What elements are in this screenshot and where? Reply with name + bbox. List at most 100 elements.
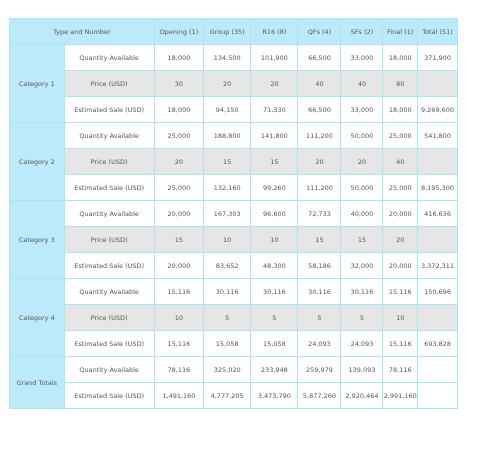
table-cell: 371,900: [417, 44, 458, 71]
table-cell: 15: [340, 226, 384, 253]
table-cell: 20: [203, 70, 252, 97]
row-label-estimated-sale-usd: Estimated Sale (USD): [63, 174, 155, 201]
table-cell: 15,058: [250, 330, 299, 357]
table-cell: 693,828: [417, 330, 458, 357]
table-cell: [417, 226, 458, 253]
table-cell: 132,160: [203, 174, 252, 201]
table-row: Price (USD) 20 15 15 20 20 40: [10, 148, 458, 175]
table-cell: 15: [297, 226, 342, 253]
row-label-price-usd: Price (USD): [63, 226, 155, 253]
table-cell: 50,000: [340, 122, 384, 149]
table-cell: 18,000: [382, 44, 419, 71]
table-cell: 15,058: [203, 330, 252, 357]
table-cell: 40: [297, 70, 342, 97]
table-cell: 30,116: [297, 278, 342, 305]
table-cell: 94,150: [203, 96, 252, 123]
row-label-estimated-sale-usd: Estimated Sale (USD): [63, 382, 155, 409]
table-cell: [417, 304, 458, 331]
row-label-quantity-available: Quantity Available: [63, 356, 155, 383]
table-cell: 66,500: [297, 44, 342, 71]
table-cell: 40: [382, 148, 419, 175]
table-cell: 33,000: [340, 96, 384, 123]
table-row: Estimated Sale (USD) 25,000 132,160 99,260 1…: [10, 174, 458, 201]
table-row: Grand Totals Quantity Available 78,116 325,…: [9, 356, 458, 409]
table-cell: 18,000: [382, 96, 419, 123]
category-label-category-2: Category 2: [9, 122, 65, 201]
table-cell: 541,800: [417, 122, 458, 149]
table-cell: 40,000: [340, 200, 384, 227]
table-cell: 9,269,600: [417, 96, 458, 123]
table-cell: 71,330: [250, 96, 299, 123]
row-label-price-usd: Price (USD): [63, 148, 155, 175]
category-label-category-1: Category 1: [9, 44, 65, 123]
table-cell: 325,020: [203, 356, 252, 383]
table-cell: 416,636: [417, 200, 458, 227]
row-label-estimated-sale-usd: Estimated Sale (USD): [63, 96, 155, 123]
table-cell: 25,000: [153, 122, 205, 149]
row-label-price-usd: Price (USD): [63, 70, 155, 97]
row-label-quantity-available: Quantity Available: [63, 200, 155, 227]
table-cell: 66,500: [297, 96, 342, 123]
table-cell: 150,696: [417, 278, 458, 305]
table-cell: 15,116: [382, 278, 419, 305]
table-cell: 111,200: [297, 122, 342, 149]
header-r16: R16 (8): [250, 18, 299, 45]
table-cell: 18,000: [153, 44, 205, 71]
table-row: Estimated Sale (USD) 20,000 83,652 48,300 58…: [10, 252, 458, 279]
table-cell: 20: [382, 226, 419, 253]
table-cell: 8,195,300: [417, 174, 458, 201]
table-cell: 5: [297, 304, 342, 331]
row-label-quantity-available: Quantity Available: [63, 44, 155, 71]
row-label-quantity-available: Quantity Available: [63, 278, 155, 305]
table-cell: 141,800: [250, 122, 299, 149]
table-cell: [417, 382, 458, 409]
category-label-category-3: Category 3: [9, 200, 65, 279]
table-cell: 259,979: [297, 356, 342, 383]
table-cell: 20,000: [153, 252, 205, 279]
table-cell: 83,652: [203, 252, 252, 279]
table-cell: 188,800: [203, 122, 252, 149]
table-cell: 58,186: [297, 252, 342, 279]
row-label-estimated-sale-usd: Estimated Sale (USD): [63, 330, 155, 357]
table-cell: 2,991,160: [382, 382, 419, 409]
table-cell: 24,093: [340, 330, 384, 357]
table-cell: 233,948: [250, 356, 299, 383]
table-cell: 1,491,160: [153, 382, 205, 409]
table-cell: 15: [203, 148, 252, 175]
table-cell: 99,260: [250, 174, 299, 201]
table-cell: 10: [250, 226, 299, 253]
row-label-price-usd: Price (USD): [63, 304, 155, 331]
table-cell: 134,500: [203, 44, 252, 71]
header-group: Group (35): [203, 18, 252, 45]
table-cell: [417, 148, 458, 175]
header-opening: Opening (1): [153, 18, 205, 45]
header-type-and-number: Type and Number: [9, 18, 155, 45]
table-row: Price (USD) 30 20 20 40 40 80: [10, 70, 458, 97]
table-row: Category 1 Quantity Available 18,000 134,50…: [9, 44, 458, 123]
table-cell: 15: [153, 226, 205, 253]
table-row: Estimated Sale (USD) 1,491,160 4,777,205 3,…: [10, 382, 458, 409]
table-row: Price (USD) 10 5 5 5 5 10: [10, 304, 458, 331]
table-cell: 15,116: [382, 330, 419, 357]
table-cell: 25,000: [382, 122, 419, 149]
table-cell: 167,303: [203, 200, 252, 227]
header-row: Type and Number Opening (1) Group (35) R…: [9, 18, 458, 45]
table-row: Estimated Sale (USD) 15,116 15,058 15,058 24…: [10, 330, 458, 357]
table-cell: 20: [340, 148, 384, 175]
table-cell: 5: [250, 304, 299, 331]
table-cell: 25,000: [153, 174, 205, 201]
table-cell: 15,116: [153, 330, 205, 357]
table-cell: 20: [153, 148, 205, 175]
table-cell: 4,777,205: [203, 382, 252, 409]
table-body: Category 1 Quantity Available 18,000 134,50…: [9, 44, 458, 409]
row-label-estimated-sale-usd: Estimated Sale (USD): [63, 252, 155, 279]
table-cell: 80: [382, 70, 419, 97]
table-row: Category 2 Quantity Available 25,000 188,80…: [9, 122, 458, 201]
table-cell: 3,473,790: [250, 382, 299, 409]
table-cell: 139,093: [340, 356, 384, 383]
table-cell: 40: [340, 70, 384, 97]
table-cell: 20,000: [382, 252, 419, 279]
table-row: Price (USD) 15 10 10 15 15 20: [10, 226, 458, 253]
table-cell: 32,000: [340, 252, 384, 279]
table-cell: 3,372,311: [417, 252, 458, 279]
